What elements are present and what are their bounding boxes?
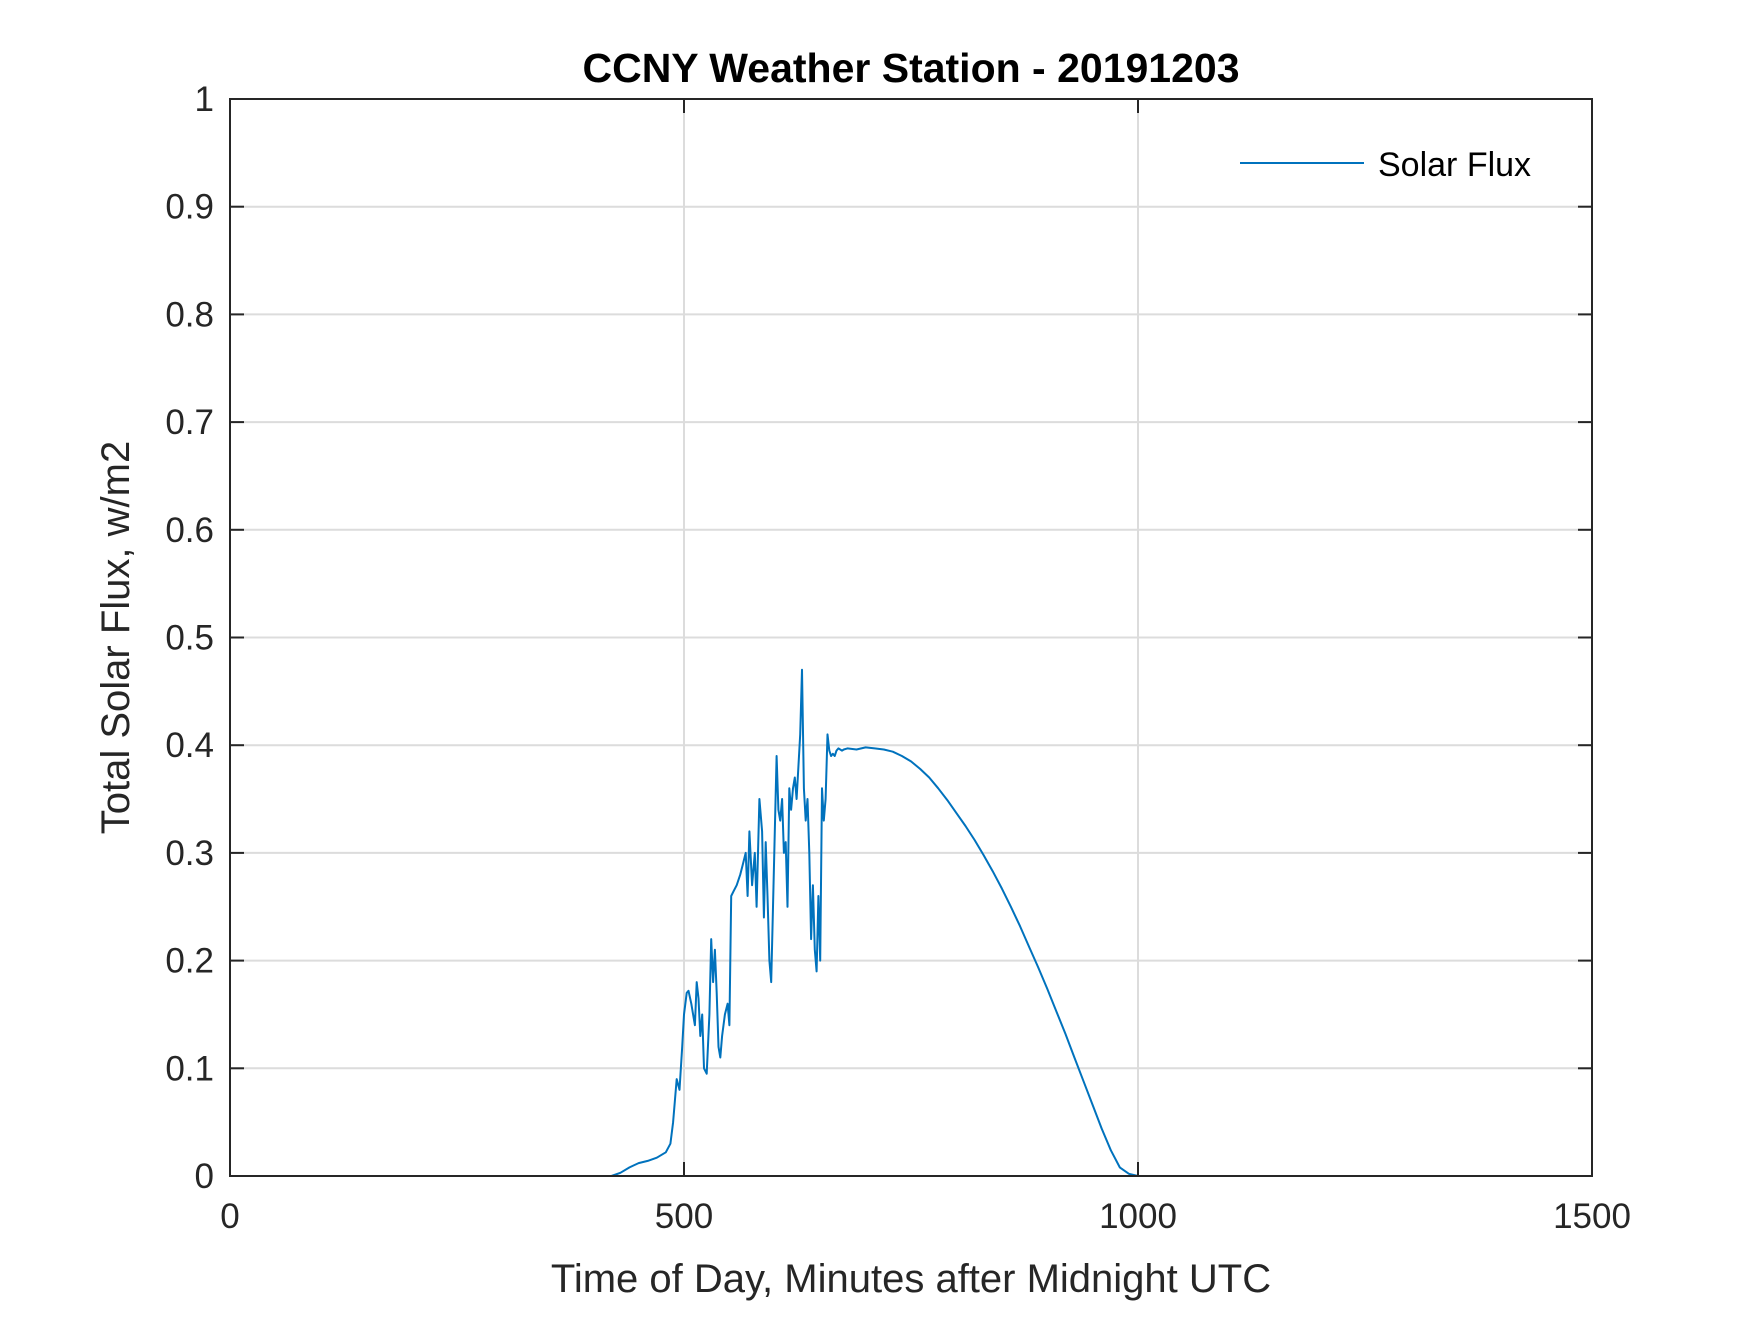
y-tick-label: 0.2 [165,942,214,981]
y-tick-label: 0.5 [165,619,214,658]
x-tick-label: 0 [220,1197,239,1236]
y-tick-label: 1 [195,80,214,119]
y-axis-title: Total Solar Flux, w/m2 [94,441,138,834]
y-tick-label: 0.4 [165,726,214,765]
series-layer [230,668,1538,1177]
y-tick-label: 0.9 [165,188,214,227]
y-tick-label: 0 [195,1157,214,1196]
x-axis-title: Time of Day, Minutes after Midnight UTC [551,1257,1271,1301]
x-tick-label: 1500 [1553,1197,1631,1236]
legend-label-solar-flux: Solar Flux [1378,146,1531,184]
x-tick-label: 500 [655,1197,713,1236]
ticks [229,98,1593,1177]
legend: Solar Flux [1240,146,1531,184]
grid [230,99,1592,1176]
y-tick-label: 0.3 [165,834,214,873]
tick-labels: 0 500 1000 1500 0 0.1 0.2 0.3 0.4 0.5 0.6 0.7 0.8 0.9… [165,80,1631,1236]
y-tick-label: 0.8 [165,295,214,334]
y-tick-label: 0.6 [165,511,214,550]
y-tick-label: 0.7 [165,403,214,442]
chart-title: CCNY Weather Station - 20191203 [582,45,1239,91]
series-line-solar-flux [230,668,1538,1177]
y-tick-label: 0.1 [165,1049,214,1088]
x-tick-label: 1000 [1099,1197,1177,1236]
